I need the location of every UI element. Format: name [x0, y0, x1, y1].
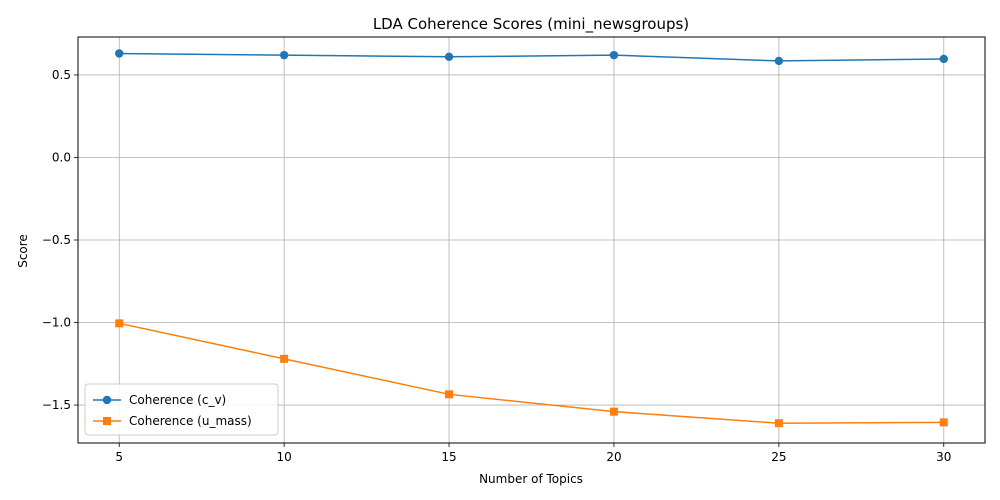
y-tick-label: 0.0 — [52, 150, 71, 164]
data-point — [939, 418, 948, 427]
data-point — [774, 419, 783, 428]
data-point — [445, 390, 454, 399]
data-point — [609, 50, 619, 60]
y-tick-label: −0.5 — [42, 233, 71, 247]
chart-title: LDA Coherence Scores (mini_newsgroups) — [373, 15, 689, 34]
data-point — [115, 49, 124, 58]
legend-label: Coherence (u_mass) — [129, 414, 252, 428]
series-line-1 — [119, 52, 944, 62]
x-tick-label: 5 — [115, 450, 123, 464]
data-point — [609, 407, 618, 416]
legend-label: Coherence (c_v) — [129, 393, 226, 407]
x-tick-label: 20 — [606, 450, 621, 464]
legend-box — [84, 383, 279, 436]
y-tick-label: 0.5 — [52, 68, 71, 82]
legend: Coherence (c_v) Coherence (u_mass) — [84, 383, 279, 436]
data-point — [939, 54, 948, 64]
x-tick-label: 30 — [936, 450, 951, 464]
y-axis-label: Score — [16, 234, 30, 268]
x-tick-label: 10 — [276, 450, 291, 464]
grid — [78, 37, 985, 443]
series-layer — [115, 49, 948, 428]
y-tick-label: −1.5 — [42, 398, 71, 412]
data-point — [774, 56, 784, 66]
x-tick-label: 15 — [441, 450, 456, 464]
data-point — [280, 354, 289, 363]
data-point — [115, 319, 124, 328]
y-tick-label: −1.0 — [42, 316, 71, 330]
data-point — [444, 52, 454, 62]
legend-marker — [102, 395, 112, 405]
data-point — [279, 50, 289, 60]
x-tick-label: 25 — [771, 450, 786, 464]
x-axis-label: Number of Topics — [479, 472, 583, 486]
series-line-2 — [119, 322, 944, 424]
axis-ticks: 5 10 15 20 25 30 −1.5 −1.0 −0.5 0.0 0.5 — [42, 68, 952, 464]
legend-marker — [103, 417, 111, 425]
